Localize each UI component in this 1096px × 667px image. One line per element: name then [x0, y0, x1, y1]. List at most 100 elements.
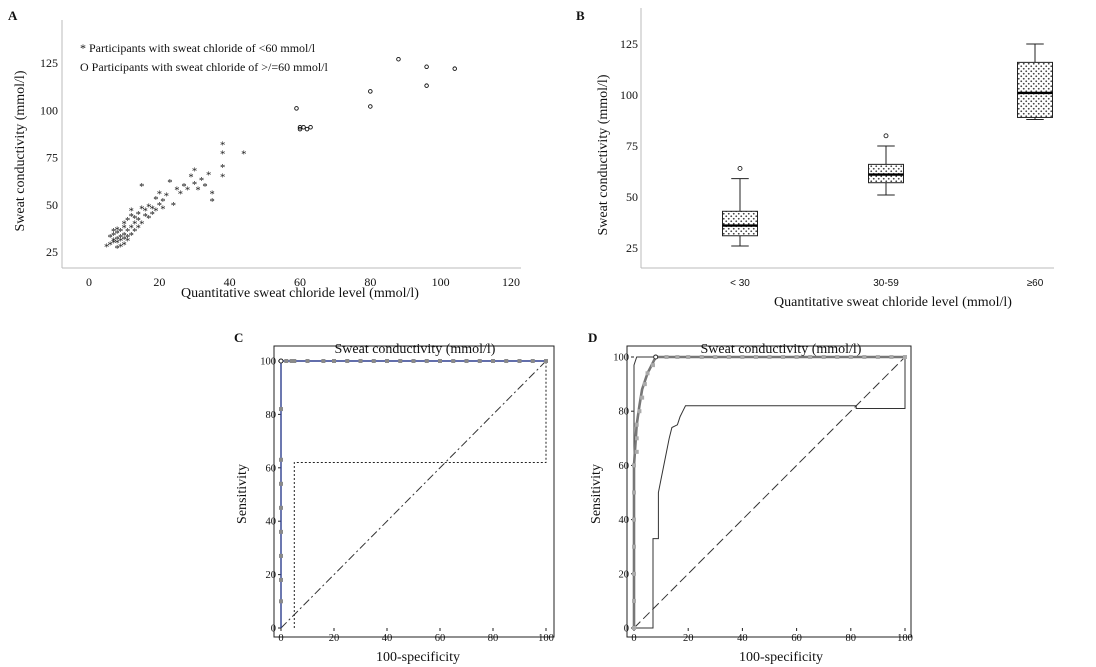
data-point-60-or-above	[424, 83, 429, 88]
roc-marker	[642, 382, 647, 387]
roc-marker	[726, 355, 731, 359]
panel-c-x-axis-label: 100-specificity	[376, 650, 460, 665]
panel-b: B 25 50 75 100 125 < 30 30-59 ≥60 Quantitative…	[576, 8, 1054, 310]
panel-d: D 0 20 40 60 80 100 0 20 40 60 80 100 Sweat conduc…	[588, 330, 913, 665]
legend-item-60-or-above: O Participants with sweat chloride of >/…	[80, 60, 328, 74]
data-point-below-60: *	[220, 140, 225, 151]
roc-marker	[438, 359, 442, 363]
data-point-below-60: *	[146, 203, 151, 214]
data-point-below-60: *	[195, 186, 200, 197]
data-point-below-60: *	[139, 205, 144, 216]
data-point-below-60: *	[167, 178, 172, 189]
roc-marker	[632, 490, 636, 495]
roc-marker	[371, 359, 376, 363]
panel-b-x-tick-label: 30-59	[873, 278, 899, 289]
roc-marker	[686, 355, 691, 359]
roc-marker	[279, 529, 283, 534]
data-point-below-60: *	[129, 231, 134, 242]
roc-marker	[903, 355, 907, 359]
panel-c-x-tick-label: 20	[329, 633, 340, 644]
data-point-below-60: *	[153, 195, 158, 206]
data-point-below-60: *	[107, 233, 112, 244]
roc-marker	[781, 355, 786, 359]
panel-a-x-tick-label: 40	[224, 275, 236, 289]
panel-d-x-tick-label: 80	[846, 633, 857, 644]
data-point-below-60: *	[209, 189, 214, 200]
data-point-below-60: *	[125, 237, 130, 248]
data-point-below-60: *	[185, 186, 190, 197]
panel-c-x-tick-label: 60	[435, 633, 446, 644]
roc-marker	[424, 359, 429, 363]
data-point-60-or-above	[304, 126, 310, 132]
panel-d-x-tick-label: 60	[791, 633, 802, 644]
panel-b-x-axis-label: Quantitative sweat chloride level (mmol/…	[774, 295, 1012, 310]
data-point-below-60: *	[160, 197, 165, 208]
roc-marker	[753, 355, 758, 359]
panel-c-y-tick-label: 80	[266, 410, 277, 421]
data-point-60-or-above	[368, 104, 373, 109]
roc-marker	[637, 409, 642, 414]
data-point-below-60: *	[125, 216, 130, 227]
roc-marker	[279, 599, 283, 604]
data-point-below-60: *	[132, 214, 137, 225]
data-point-below-60: *	[125, 233, 130, 244]
roc-marker	[875, 355, 880, 359]
data-point-60-or-above	[294, 106, 299, 111]
reference-diagonal	[280, 360, 547, 629]
data-point-below-60: *	[118, 233, 123, 244]
data-point-below-60: *	[220, 150, 225, 161]
roc-marker	[345, 359, 350, 363]
roc-marker	[451, 359, 456, 363]
roc-marker	[332, 359, 336, 363]
roc-marker	[632, 626, 636, 630]
panel-d-y-tick-label: 100	[613, 353, 629, 364]
data-point-below-60: *	[111, 239, 116, 250]
box-outlier	[737, 165, 743, 171]
data-point-below-60: *	[181, 182, 186, 193]
data-point-below-60: *	[122, 235, 127, 246]
roc-marker	[699, 355, 704, 359]
roc-marker	[279, 505, 283, 510]
data-point-below-60: *	[192, 180, 197, 191]
roc-marker	[284, 359, 289, 363]
panel-a-x-tick-label: 80	[364, 275, 376, 289]
roc-marker	[411, 359, 416, 363]
roc-marker	[632, 517, 636, 522]
data-point-below-60: *	[111, 237, 116, 248]
panel-a-y-tick-label: 50	[46, 198, 58, 212]
panel-a-x-tick-label: 120	[502, 275, 520, 289]
panel-a-x-tick-label: 100	[432, 275, 450, 289]
data-point-60-or-above	[452, 66, 457, 71]
data-point-60-or-above	[308, 125, 313, 130]
roc-marker	[889, 355, 894, 359]
roc-marker	[530, 359, 535, 363]
panel-c-x-tick-label: 80	[488, 633, 499, 644]
data-point-below-60: *	[115, 229, 120, 240]
roc-marker	[650, 363, 655, 368]
optimal-cutoff-marker	[278, 358, 284, 364]
roc-marker	[821, 355, 826, 359]
panel-d-x-tick-label: 20	[683, 633, 694, 644]
data-point-60-or-above	[396, 56, 401, 62]
roc-marker	[634, 422, 639, 427]
roc-marker	[279, 457, 283, 462]
data-point-below-60: *	[164, 191, 169, 202]
data-point-below-60: *	[136, 223, 141, 234]
data-point-60-or-above	[297, 126, 303, 132]
roc-marker	[634, 436, 639, 441]
panel-d-title: Sweat conductivity (mmol/l)	[701, 342, 862, 357]
data-point-below-60: *	[111, 227, 116, 238]
panel-b-y-axis-label: Sweat conductivity (mmol/l)	[596, 74, 611, 235]
panel-a-y-tick-label: 75	[46, 151, 58, 165]
roc-marker	[767, 355, 772, 359]
roc-marker	[835, 355, 840, 359]
panel-c-x-tick-label: 0	[278, 633, 283, 644]
roc-marker	[645, 371, 650, 376]
roc-marker	[279, 407, 283, 412]
panel-c-y-tick-label: 60	[266, 463, 277, 474]
data-point-below-60: *	[122, 223, 127, 234]
data-point-below-60: *	[129, 212, 134, 223]
panel-b-x-tick-label: < 30	[730, 278, 750, 289]
